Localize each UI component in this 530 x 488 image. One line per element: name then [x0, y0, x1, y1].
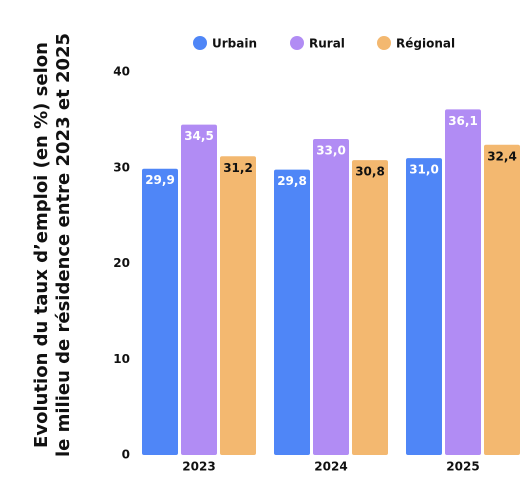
y-tick-label: 20 [113, 256, 130, 270]
legend-swatch [377, 36, 391, 50]
value-label: 33,0 [316, 144, 346, 158]
value-label: 30,8 [355, 165, 385, 179]
chart-title: Evolution du taux d’emploi (en %) selon … [31, 33, 74, 457]
y-tick-label: 10 [113, 352, 130, 366]
x-tick-label: 2023 [182, 460, 215, 474]
y-tick-label: 30 [113, 160, 130, 174]
value-label: 29,9 [145, 173, 175, 187]
legend-label: Rural [309, 37, 345, 51]
x-tick-label: 2025 [446, 460, 479, 474]
bar [220, 156, 256, 455]
bar [352, 160, 388, 455]
x-tick-label: 2024 [314, 460, 347, 474]
bar [484, 144, 520, 455]
value-label: 31,2 [223, 161, 253, 175]
legend-label: Urbain [212, 37, 257, 51]
y-tick-label: 0 [122, 448, 130, 462]
bar [406, 158, 442, 456]
legend-swatch [193, 36, 207, 50]
legend-swatch [290, 36, 304, 50]
value-label: 36,1 [448, 114, 478, 128]
y-tick-label: 40 [113, 65, 130, 79]
chart-title-line: le milieu de résidence entre 2023 et 202… [53, 33, 74, 457]
bar [181, 124, 217, 455]
bar [142, 168, 178, 455]
chart-title-line: Evolution du taux d’emploi (en %) selon [31, 42, 52, 448]
legend-label: Régional [396, 37, 455, 51]
value-label: 34,5 [184, 129, 214, 143]
value-label: 29,8 [277, 174, 307, 188]
bar [313, 139, 349, 455]
value-label: 31,0 [409, 163, 439, 177]
bar [445, 109, 481, 455]
value-label: 32,4 [487, 149, 517, 163]
bar [274, 169, 310, 456]
